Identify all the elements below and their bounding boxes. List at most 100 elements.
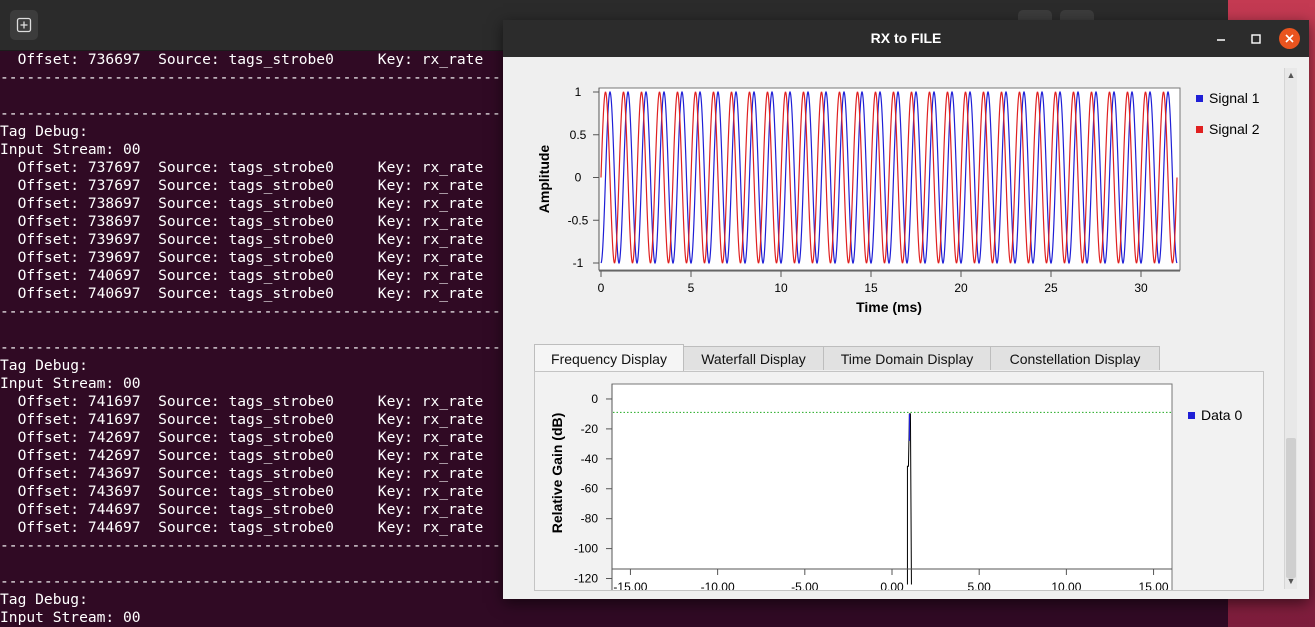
terminal-line: Tag Debug: [0, 591, 88, 608]
rx-to-file-window: RX to FILE ▲ ▼ 1 0.5 0 -0.5 -1 0 5 10 15 20 25 30 … [503, 20, 1309, 599]
maximize-icon[interactable] [1246, 29, 1266, 49]
terminal-line: Offset: 742697 Source: tags_strobe0 Key:… [0, 429, 484, 446]
time-plot-series [600, 90, 1178, 265]
tab-time-domain-display[interactable]: Time Domain Display [823, 346, 991, 370]
terminal-line: Input Stream: 00 [0, 375, 141, 392]
freq-plot-canvas [611, 383, 1173, 590]
x-tick-label: 10 [774, 281, 788, 295]
minimize-icon[interactable] [1211, 29, 1231, 49]
separator-line: ----------------------------------------… [0, 339, 528, 356]
legend-swatch [1196, 95, 1203, 102]
y-tick-label: -20 [581, 422, 599, 436]
y-tick-label: -0.5 [568, 213, 589, 227]
x-tick-label: 15.00 [1139, 580, 1169, 590]
terminal-output: Offset: 736697 Source: tags_strobe0 Key:… [0, 51, 528, 627]
x-tick-label: 20 [954, 281, 968, 295]
close-button[interactable] [1279, 28, 1300, 49]
terminal-line: Offset: 737697 Source: tags_strobe0 Key:… [0, 159, 484, 176]
legend-label: Signal 2 [1209, 121, 1260, 137]
legend-label: Signal 1 [1209, 90, 1260, 106]
y-tick-label: -60 [581, 482, 599, 496]
frequency-display-pane: 0 -20 -40 -60 -80 -100 -120 -15.00 -10.00 -5.00 0… [534, 371, 1264, 591]
scrollbar-thumb[interactable] [1286, 438, 1296, 578]
tab-constellation-display[interactable]: Constellation Display [990, 346, 1160, 370]
x-tick-label: 5.00 [968, 580, 992, 590]
display-tabs: Frequency Display Waterfall Display Time D… [534, 344, 1264, 372]
terminal-line: Offset: 743697 Source: tags_strobe0 Key:… [0, 465, 484, 482]
time-plot-x-label: Time (ms) [856, 299, 922, 315]
freq-plot-legend: Data 0 [1188, 407, 1242, 423]
terminal-line [0, 321, 510, 339]
new-tab-icon [16, 17, 32, 33]
terminal-line: Tag Debug: [0, 123, 88, 140]
scroll-down-arrow-icon[interactable]: ▼ [1286, 576, 1296, 586]
terminal-line: Offset: 738697 Source: tags_strobe0 Key:… [0, 213, 484, 230]
terminal-line: Offset: 737697 Source: tags_strobe0 Key:… [0, 177, 484, 194]
y-tick-label: -40 [581, 452, 599, 466]
legend-swatch [1188, 412, 1195, 419]
x-tick-label: 25 [1044, 281, 1058, 295]
terminal-line: Offset: 739697 Source: tags_strobe0 Key:… [0, 231, 484, 248]
x-tick-label: -5.00 [791, 580, 819, 590]
terminal-line: Input Stream: 00 [0, 609, 141, 626]
terminal-line: Offset: 740697 Source: tags_strobe0 Key:… [0, 285, 484, 302]
tab-frequency-display[interactable]: Frequency Display [534, 344, 684, 372]
y-tick-label: 1 [575, 85, 582, 99]
y-tick-label: 0 [575, 171, 582, 185]
terminal-line: Offset: 742697 Source: tags_strobe0 Key:… [0, 447, 484, 464]
y-tick-label: -1 [573, 256, 584, 270]
legend-label: Data 0 [1201, 407, 1242, 423]
time-plot-y-axis: 1 0.5 0 -0.5 -1 [568, 85, 600, 270]
freq-plot-y-label: Relative Gain (dB) [549, 413, 565, 534]
x-tick-label: -15.00 [613, 580, 647, 590]
tab-waterfall-display[interactable]: Waterfall Display [683, 346, 824, 370]
separator-line: ----------------------------------------… [0, 303, 528, 320]
y-tick-label: -80 [581, 512, 599, 526]
terminal-line: Offset: 740697 Source: tags_strobe0 Key:… [0, 267, 484, 284]
time-plot-y-label: Amplitude [536, 145, 552, 214]
title-bar: RX to FILE [503, 20, 1309, 57]
y-tick-label: 0 [591, 392, 598, 406]
y-tick-label: 0.5 [570, 128, 587, 142]
x-tick-label: 30 [1134, 281, 1148, 295]
terminal-line: Offset: 736697 Source: tags_strobe0 Key:… [0, 51, 484, 68]
separator-line: ----------------------------------------… [0, 105, 528, 122]
y-tick-label: -120 [574, 572, 598, 586]
legend-swatch [1196, 126, 1203, 133]
terminal-line: Offset: 744697 Source: tags_strobe0 Key:… [0, 519, 484, 536]
freq-plot-y-axis: 0 -20 -40 -60 -80 -100 -120 [574, 384, 613, 590]
terminal-line: Offset: 741697 Source: tags_strobe0 Key:… [0, 393, 484, 410]
freq-plot-x-axis: -15.00 -10.00 -5.00 0.00 5.00 10.00 15.00 [612, 568, 1172, 590]
time-plot-legend: Signal 1 Signal 2 [1196, 90, 1260, 137]
terminal-line [0, 87, 510, 105]
window-title: RX to FILE [870, 30, 942, 46]
x-tick-label: 0 [598, 281, 605, 295]
terminal-line: Input Stream: 00 [0, 141, 141, 158]
separator-line: ----------------------------------------… [0, 537, 528, 554]
window-scrollbar[interactable]: ▲ ▼ [1284, 68, 1297, 589]
series-line-2 [600, 91, 1178, 264]
scroll-up-arrow-icon[interactable]: ▲ [1286, 70, 1296, 80]
y-tick-label: -100 [574, 542, 598, 556]
close-icon [1285, 34, 1294, 43]
x-tick-label: 15 [864, 281, 878, 295]
time-plot-x-axis: 0 5 10 15 20 25 30 [598, 270, 1180, 295]
terminal-line: Offset: 741697 Source: tags_strobe0 Key:… [0, 411, 484, 428]
frequency-plot[interactable]: 0 -20 -40 -60 -80 -100 -120 -15.00 -10.00 -5.00 0… [535, 372, 1263, 590]
x-tick-label: 0.00 [880, 580, 904, 590]
x-tick-label: 5 [688, 281, 695, 295]
new-tab-button[interactable] [10, 10, 38, 40]
terminal-line: Offset: 738697 Source: tags_strobe0 Key:… [0, 195, 484, 212]
x-tick-label: 10.00 [1051, 580, 1081, 590]
terminal-line: Offset: 739697 Source: tags_strobe0 Key:… [0, 249, 484, 266]
time-domain-plot[interactable]: 1 0.5 0 -0.5 -1 0 5 10 15 20 25 30 Amplitude Time … [525, 78, 1285, 333]
series-line-1 [600, 90, 1178, 265]
x-tick-label: -10.00 [701, 580, 735, 590]
separator-line: ----------------------------------------… [0, 69, 528, 86]
terminal-line: Offset: 743697 Source: tags_strobe0 Key:… [0, 483, 484, 500]
separator-line: ----------------------------------------… [0, 573, 528, 590]
terminal-line [0, 555, 510, 573]
terminal-line: Tag Debug: [0, 357, 88, 374]
freq-plot-series [613, 411, 1171, 585]
terminal-line: Offset: 744697 Source: tags_strobe0 Key:… [0, 501, 484, 518]
